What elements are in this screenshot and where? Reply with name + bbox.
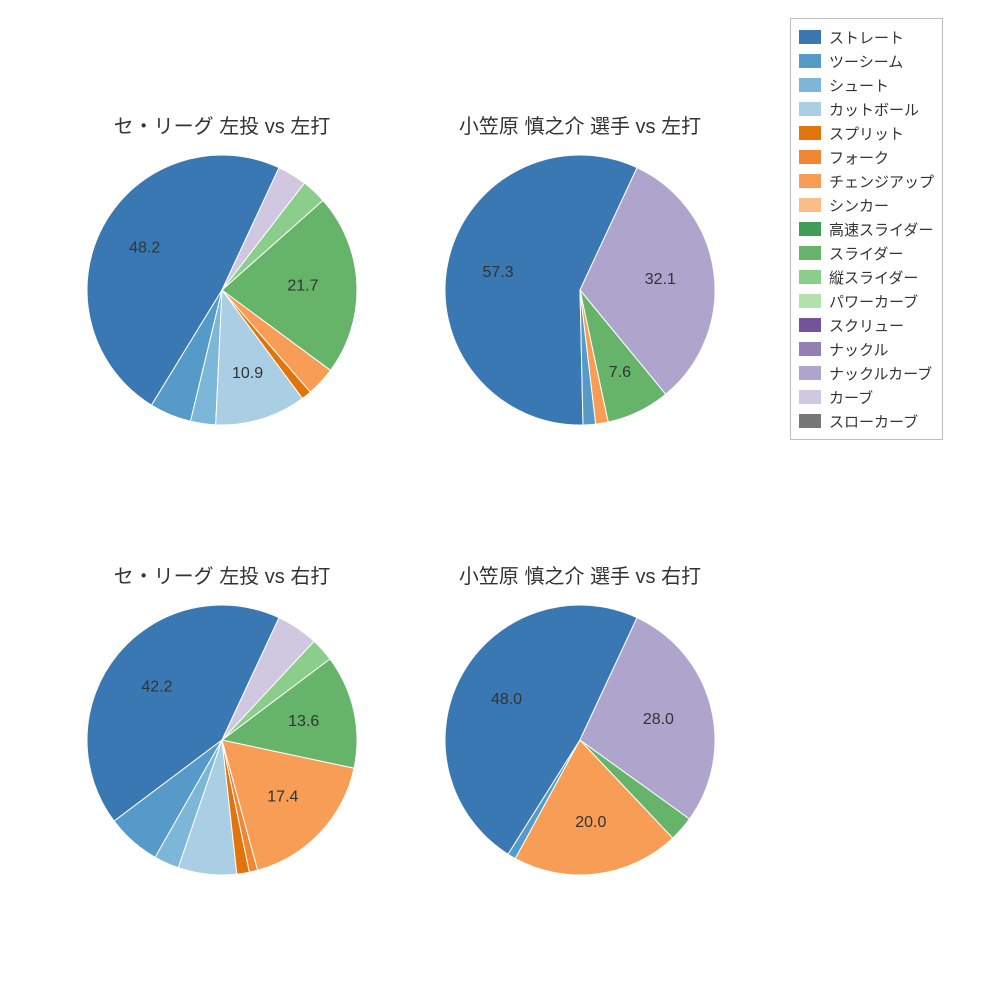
legend-item-sinker: シンカー [799,193,934,217]
chart-title-bottom-right: 小笠原 慎之介 選手 vs 右打 [459,560,701,589]
legend-swatch-cutball [799,102,821,116]
legend-label-cutball: カットボール [829,99,919,120]
chart-title-top-right: 小笠原 慎之介 選手 vs 左打 [459,110,701,139]
legend-label-vslider: 縦スライダー [829,267,918,288]
legend-swatch-hspeed_slider [799,222,821,236]
pie-label-slider: 13.6 [288,713,319,730]
legend: ストレートツーシームシュートカットボールスプリットフォークチェンジアップシンカー… [790,18,943,440]
legend-item-knucklecurve: ナックルカーブ [799,361,934,385]
legend-item-vslider: 縦スライダー [799,265,934,289]
legend-label-sinker: シンカー [829,195,889,216]
legend-item-cutball: カットボール [799,97,934,121]
pie-chart-bottom-left: 42.2 17.4 13.6 [85,603,359,877]
pie-chart-top-left: 48.2 10.9 21.7 [85,153,359,427]
legend-swatch-knucklecurve [799,366,821,380]
legend-label-fork: フォーク [829,147,889,168]
legend-label-straight: ストレート [829,27,904,48]
legend-item-curve: カーブ [799,385,934,409]
legend-label-shoot: シュート [829,75,889,96]
legend-item-split: スプリット [799,121,934,145]
pie-label-straight: 57.3 [483,264,514,281]
pie-label-knucklecurve: 32.1 [645,271,676,288]
chart-title-top-left: セ・リーグ 左投 vs 左打 [114,110,331,139]
pie-label-straight: 42.2 [141,678,172,695]
legend-swatch-straight [799,30,821,44]
legend-swatch-changeup [799,174,821,188]
legend-label-knucklecurve: ナックルカーブ [829,363,932,384]
legend-swatch-sinker [799,198,821,212]
pie-label-straight: 48.0 [491,691,522,708]
legend-label-knuckle: ナックル [829,339,889,360]
legend-label-powercurve: パワーカーブ [829,291,918,312]
legend-swatch-split [799,126,821,140]
pie-chart-top-right: 57.3 7.6 32.1 [443,153,717,427]
legend-label-split: スプリット [829,123,904,144]
legend-swatch-fork [799,150,821,164]
pie-chart-bottom-right: 48.0 20.0 28.0 [443,603,717,877]
legend-swatch-slowcurve [799,414,821,428]
legend-swatch-curve [799,390,821,404]
legend-label-curve: カーブ [829,387,873,408]
legend-item-slowcurve: スローカーブ [799,409,934,433]
legend-swatch-screw [799,318,821,332]
legend-swatch-knuckle [799,342,821,356]
legend-item-twoseam: ツーシーム [799,49,934,73]
legend-label-slowcurve: スローカーブ [829,411,918,432]
legend-swatch-slider [799,246,821,260]
legend-item-knuckle: ナックル [799,337,934,361]
legend-item-shoot: シュート [799,73,934,97]
legend-label-changeup: チェンジアップ [829,171,934,192]
pie-label-changeup: 20.0 [575,814,606,831]
legend-item-straight: ストレート [799,25,934,49]
legend-swatch-shoot [799,78,821,92]
legend-label-screw: スクリュー [829,315,904,336]
legend-swatch-twoseam [799,54,821,68]
pie-label-knucklecurve: 28.0 [643,711,674,728]
pie-label-slider: 21.7 [287,278,318,295]
chart-title-bottom-left: セ・リーグ 左投 vs 右打 [114,560,331,589]
legend-item-powercurve: パワーカーブ [799,289,934,313]
legend-item-screw: スクリュー [799,313,934,337]
pie-label-cutball: 10.9 [232,365,263,382]
pie-label-slider: 7.6 [609,364,631,381]
legend-item-hspeed_slider: 高速スライダー [799,217,934,241]
legend-swatch-powercurve [799,294,821,308]
figure: セ・リーグ 左投 vs 左打 小笠原 慎之介 選手 vs 左打 セ・リーグ 左投… [0,0,1000,1000]
pie-label-changeup: 17.4 [267,789,298,806]
legend-label-hspeed_slider: 高速スライダー [829,219,933,240]
pie-label-straight: 48.2 [129,240,160,257]
legend-item-changeup: チェンジアップ [799,169,934,193]
legend-item-slider: スライダー [799,241,934,265]
legend-label-slider: スライダー [829,243,903,264]
legend-item-fork: フォーク [799,145,934,169]
legend-label-twoseam: ツーシーム [829,51,903,72]
legend-swatch-vslider [799,270,821,284]
